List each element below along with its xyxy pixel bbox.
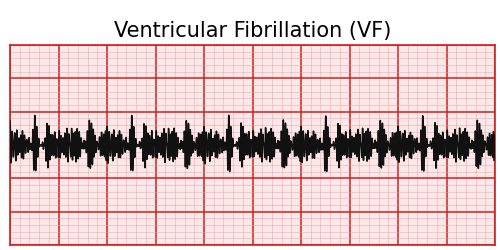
Title: Ventricular Fibrillation (VF): Ventricular Fibrillation (VF) xyxy=(114,21,391,41)
